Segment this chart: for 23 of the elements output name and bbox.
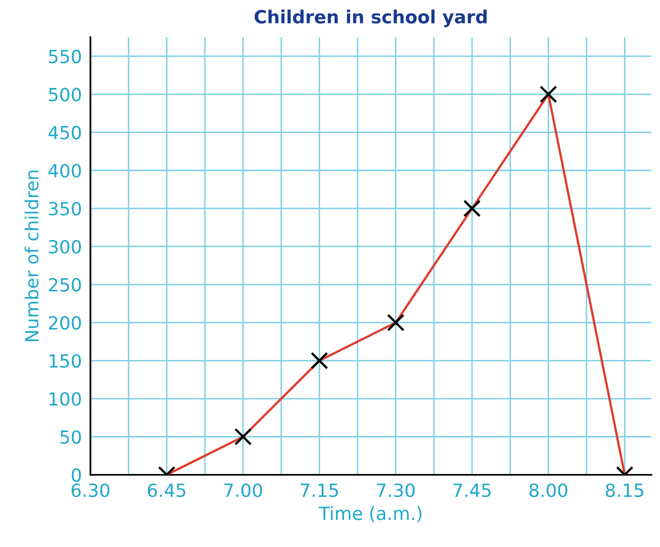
y-tick-label: 350	[49, 202, 81, 216]
x-axis-title: Time (a.m.)	[318, 506, 422, 522]
y-tick-label: 50	[60, 430, 81, 444]
x-tick-label: 7.30	[377, 483, 415, 498]
y-tick-label: 400	[48, 164, 81, 178]
y-tick-label: 0	[72, 468, 81, 482]
x-tick-label: 8.00	[530, 483, 568, 498]
y-tick-label: 100	[50, 392, 81, 406]
x-tick-label: 8.15	[606, 483, 644, 498]
x-tick-label: 7.00	[224, 483, 262, 498]
y-tick-label: 150	[50, 354, 81, 368]
y-tick-label: 500	[49, 88, 81, 102]
y-tick-label: 550	[49, 50, 81, 64]
x-tick-label: 7.15	[300, 484, 338, 498]
x-tick-label: 6.45	[148, 483, 186, 498]
x-tick-label: 7.45	[453, 484, 491, 498]
y-axis-title: Number of children	[24, 170, 39, 342]
y-tick-label: 200	[48, 316, 81, 330]
y-tick-label: 450	[48, 126, 81, 140]
y-tick-label: 250	[48, 278, 81, 292]
chart-title: Children in school yard	[254, 10, 487, 28]
x-tick-label: 6.30	[72, 483, 110, 498]
y-tick-label: 300	[49, 240, 81, 254]
